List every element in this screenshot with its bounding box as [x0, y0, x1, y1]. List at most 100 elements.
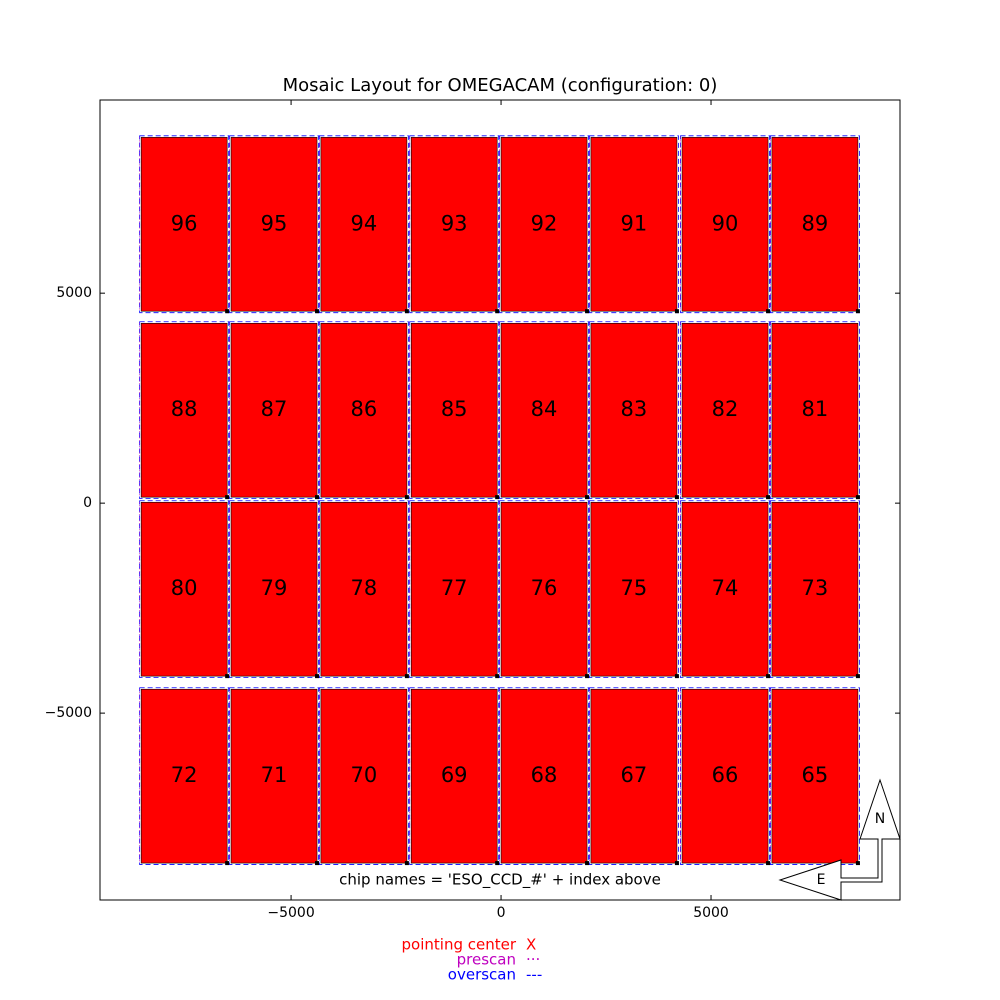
readout-corner: [766, 495, 771, 500]
overscan-outline: [499, 135, 589, 314]
overscan-outline: [589, 687, 679, 865]
overscan-outline: [409, 500, 500, 679]
y-tick-label: 5000: [56, 285, 92, 301]
chip-label: 65: [802, 763, 829, 787]
chip-label: 85: [441, 397, 468, 421]
chip-label: 94: [351, 211, 378, 235]
readout-corner: [674, 495, 679, 500]
chip-label: 69: [441, 763, 468, 787]
chip: [500, 322, 588, 498]
readout-corner: [495, 861, 500, 866]
chip-label: 91: [621, 211, 648, 235]
readout-corner: [585, 861, 590, 866]
compass: N E: [778, 778, 901, 901]
chip: [590, 322, 678, 498]
readout-corner: [225, 495, 230, 500]
legend-label: overscan: [448, 966, 516, 984]
chip-label: 68: [531, 763, 558, 787]
chip: [410, 322, 498, 498]
readout-corner: [674, 674, 679, 679]
overscan-outline: [770, 321, 860, 500]
chip-label: 71: [261, 763, 288, 787]
chip-label: 72: [171, 763, 198, 787]
chip: [410, 137, 498, 312]
chip: [230, 688, 318, 864]
overscan-outline: [499, 500, 589, 679]
chip: [410, 688, 498, 864]
x-tick-label: 0: [497, 905, 506, 921]
overscan-outline: [499, 321, 589, 500]
chip-label: 86: [351, 397, 378, 421]
overscan-outline: [499, 687, 589, 865]
chip: [590, 688, 678, 864]
readout-corner: [225, 309, 230, 314]
readout-corner: [495, 495, 500, 500]
readout-corner: [404, 861, 409, 866]
chip: [500, 137, 588, 312]
chip-label: 90: [712, 211, 739, 235]
overscan-outline: [680, 321, 770, 500]
overscan-outline: [770, 135, 860, 314]
chip-label: 96: [171, 211, 198, 235]
chip: [590, 137, 678, 312]
overscan-outline: [318, 500, 409, 679]
x-tick-label: −5000: [267, 905, 314, 921]
axes-frame: [99, 99, 901, 901]
chip: [320, 501, 408, 677]
overscan-outline: [139, 135, 230, 314]
chip: [320, 322, 408, 498]
readout-corner: [585, 309, 590, 314]
chart-title: Mosaic Layout for OMEGACAM (configuratio…: [283, 75, 718, 96]
compass-east: E: [817, 872, 826, 888]
overscan-outline: [409, 135, 500, 314]
overscan-outline: [409, 321, 500, 500]
readout-corner: [404, 674, 409, 679]
chip-label: 88: [171, 397, 198, 421]
chip: [500, 688, 588, 864]
chip: [681, 137, 769, 312]
chip: [681, 501, 769, 677]
readout-corner: [315, 674, 320, 679]
chip-label: 73: [802, 576, 829, 600]
readout-corner: [855, 309, 860, 314]
chip-label: 95: [261, 211, 288, 235]
legend-label: pointing center: [402, 936, 517, 954]
chip-label: 82: [712, 397, 739, 421]
overscan-outline: [318, 687, 409, 865]
overscan-outline: [229, 135, 319, 314]
overscan-outline: [680, 500, 770, 679]
chip-label: 79: [261, 576, 288, 600]
overscan-outline: [680, 687, 770, 865]
readout-corner: [766, 861, 771, 866]
chip-label: 70: [351, 763, 378, 787]
overscan-outline: [770, 500, 860, 679]
readout-corner: [855, 861, 860, 866]
chip-label: 76: [531, 576, 558, 600]
chip-label: 75: [621, 576, 648, 600]
legend-symbol: ···: [526, 951, 540, 969]
chip-label: 77: [441, 576, 468, 600]
readout-corner: [855, 495, 860, 500]
chip: [140, 501, 228, 677]
chip: [771, 501, 859, 677]
chip: [410, 501, 498, 677]
readout-corner: [315, 309, 320, 314]
overscan-outline: [229, 687, 319, 865]
annotation: chip names = 'ESO_CCD_#' + index above: [339, 871, 661, 890]
chip-label: 81: [802, 397, 829, 421]
readout-corner: [766, 309, 771, 314]
legend-symbol: ---: [526, 966, 542, 984]
overscan-outline: [770, 687, 860, 865]
readout-corner: [585, 674, 590, 679]
x-tick-label: 5000: [693, 905, 729, 921]
readout-corner: [404, 309, 409, 314]
chip: [230, 322, 318, 498]
chip: [681, 322, 769, 498]
readout-corner: [766, 674, 771, 679]
overscan-outline: [229, 500, 319, 679]
readout-corner: [404, 495, 409, 500]
overscan-outline: [589, 500, 679, 679]
chip-label: 84: [531, 397, 558, 421]
